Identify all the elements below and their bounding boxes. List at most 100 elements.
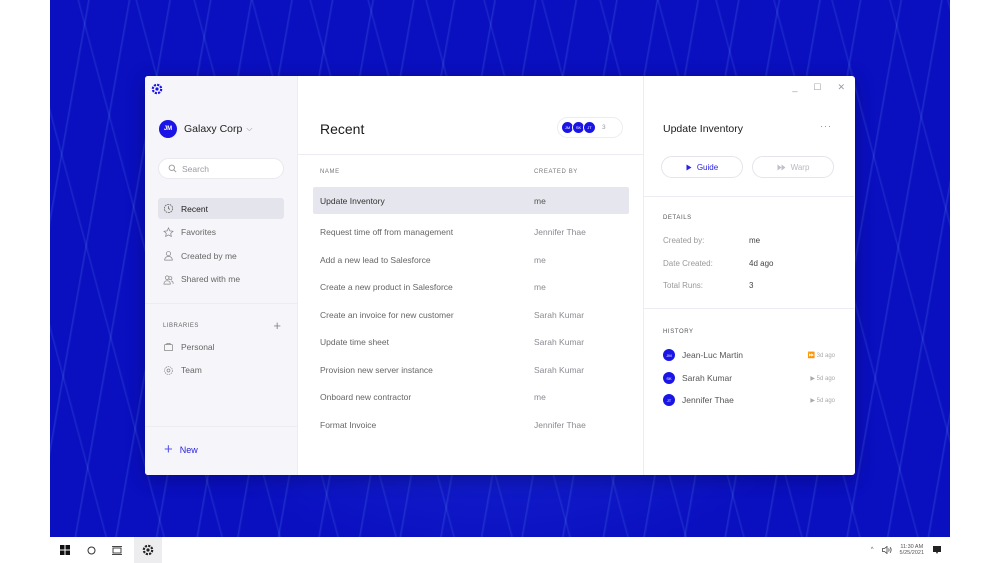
warp-button[interactable]: Warp [752, 156, 834, 178]
new-button[interactable]: + New [164, 442, 198, 457]
history-item[interactable]: JM Jean-Luc Martin ⏩ 3d ago [663, 348, 835, 362]
row-name: Request time off from management [320, 226, 454, 237]
sidebar-item-favorites[interactable]: Favorites [158, 222, 284, 243]
guide-button[interactable]: Guide [661, 156, 743, 178]
history-item[interactable]: SK Sarah Kumar ▶ 5d ago [663, 371, 835, 385]
library-item-team[interactable]: Team [158, 360, 284, 381]
row-created-by: Sarah Kumar [534, 309, 585, 320]
start-button[interactable] [52, 537, 78, 563]
minimize-button[interactable]: _ [792, 82, 798, 92]
history-user: Sarah Kumar [682, 373, 733, 383]
search-taskbar-button[interactable] [78, 537, 104, 563]
warp-button-label: Warp [790, 162, 810, 172]
sidebar-item-label: Recent [181, 203, 208, 214]
row-created-by: Sarah Kumar [534, 336, 585, 347]
sidebar-item-shared-with-me[interactable]: Shared with me [158, 269, 284, 290]
row-created-by: me [534, 195, 546, 206]
page-title: Recent [320, 121, 365, 137]
fast-forward-icon: ⏩ [807, 352, 815, 359]
close-button[interactable]: ✕ [837, 82, 845, 92]
maximize-button[interactable]: ☐ [813, 82, 822, 92]
guide-button-label: Guide [696, 162, 719, 172]
play-icon: ▶ [810, 397, 815, 404]
table-row[interactable]: Format Invoice Jennifer Thae [313, 411, 629, 438]
windows-logo-icon [60, 545, 70, 555]
history-time: 5d ago [816, 397, 835, 404]
library-item-personal[interactable]: Personal [158, 336, 284, 357]
clock[interactable]: 11:30 AM 5/25/2021 [900, 544, 924, 557]
system-tray: ^ 11:30 AM 5/25/2021 [871, 537, 942, 563]
history-section-label: HISTORY [663, 329, 694, 335]
row-name: Update time sheet [320, 336, 389, 347]
taskbar-app-button[interactable] [134, 537, 162, 563]
row-created-by: Sarah Kumar [534, 364, 585, 375]
search-input[interactable] [182, 163, 277, 174]
app-logo-icon [142, 544, 154, 556]
taskbar: ^ 11:30 AM 5/25/2021 [50, 537, 950, 563]
row-name: Create an invoice for new customer [320, 309, 454, 320]
sidebar-divider [145, 303, 298, 304]
chevron-up-icon[interactable]: ^ [870, 547, 874, 553]
row-name: Onboard new contractor [320, 391, 412, 402]
history-avatar: JM [663, 349, 675, 361]
search-icon [168, 164, 177, 173]
row-name: Create a new product in Salesforce [320, 281, 453, 292]
org-switcher[interactable]: JM Galaxy Corp ⌵ [159, 120, 252, 138]
table-row[interactable]: Onboard new contractor me [313, 383, 629, 410]
table-row[interactable]: Update Inventory me [313, 187, 629, 214]
collaborator-avatar: JT [583, 121, 596, 134]
sidebar-item-created-by-me[interactable]: Created by me [158, 245, 284, 266]
row-name: Add a new lead to Salesforce [320, 254, 431, 265]
sidebar-item-recent[interactable]: Recent [158, 198, 284, 219]
history-avatar: SK [663, 372, 675, 384]
notification-icon[interactable] [932, 545, 942, 555]
detail-value: me [749, 236, 761, 245]
briefcase-icon [164, 343, 173, 351]
window-controls: _ ☐ ✕ [792, 82, 845, 93]
collaborator-count: 3 [602, 124, 606, 131]
row-created-by: Jennifer Thae [534, 226, 586, 237]
column-header-name[interactable]: NAME [320, 169, 340, 175]
star-icon [163, 226, 174, 237]
app-window: JM Galaxy Corp ⌵ Recent Favorites Create… [145, 76, 855, 475]
detail-key: Created by: [663, 236, 705, 245]
row-name: Update Inventory [320, 195, 385, 206]
row-created-by: me [534, 391, 546, 402]
sidebar-item-label: Favorites [181, 227, 216, 237]
add-library-button[interactable]: + [273, 318, 281, 333]
sidebar-nav: Recent Favorites Created by me Shared wi… [158, 198, 284, 292]
column-header-created-by[interactable]: CREATED BY [534, 169, 578, 175]
detail-value: 3 [749, 281, 754, 290]
clock-date: 5/25/2021 [899, 550, 924, 556]
history-when: ▶ 5d ago [810, 375, 835, 382]
user-icon [164, 251, 173, 261]
users-icon [163, 274, 174, 284]
libraries-label: LIBRARIES [163, 322, 199, 329]
history-user: Jennifer Thae [682, 395, 734, 405]
table-row[interactable]: Update time sheet Sarah Kumar [313, 328, 629, 355]
row-name: Format Invoice [320, 419, 377, 430]
table-row[interactable]: Create an invoice for new customer Sarah… [313, 301, 629, 328]
libraries-header: LIBRARIES + [163, 319, 281, 332]
table-row[interactable]: Request time off from management Jennife… [313, 218, 629, 245]
table-row[interactable]: Create a new product in Salesforce me [313, 273, 629, 300]
task-view-button[interactable] [104, 537, 130, 563]
collaborators-pill[interactable]: JM SK JT 3 [557, 117, 623, 138]
row-name: Provision new server instance [320, 364, 433, 375]
volume-icon[interactable] [881, 546, 892, 554]
details-section-label: DETAILS [663, 215, 692, 221]
chevron-down-icon: ⌵ [246, 124, 253, 133]
more-options-button[interactable]: ··· [820, 121, 832, 131]
table-row[interactable]: Add a new lead to Salesforce me [313, 246, 629, 273]
play-icon: ▶ [810, 375, 815, 382]
detail-divider [644, 196, 854, 197]
new-button-label: New [179, 444, 198, 455]
table-row[interactable]: Provision new server instance Sarah Kuma… [313, 356, 629, 383]
plus-icon: + [164, 441, 173, 458]
search-box[interactable] [158, 158, 284, 179]
library-item-label: Team [181, 365, 202, 375]
team-icon [164, 365, 173, 375]
detail-panel: _ ☐ ✕ Update Inventory ··· Guide Warp DE… [644, 76, 855, 475]
row-created-by: Jennifer Thae [534, 419, 586, 430]
history-item[interactable]: JT Jennifer Thae ▶ 5d ago [663, 393, 835, 407]
